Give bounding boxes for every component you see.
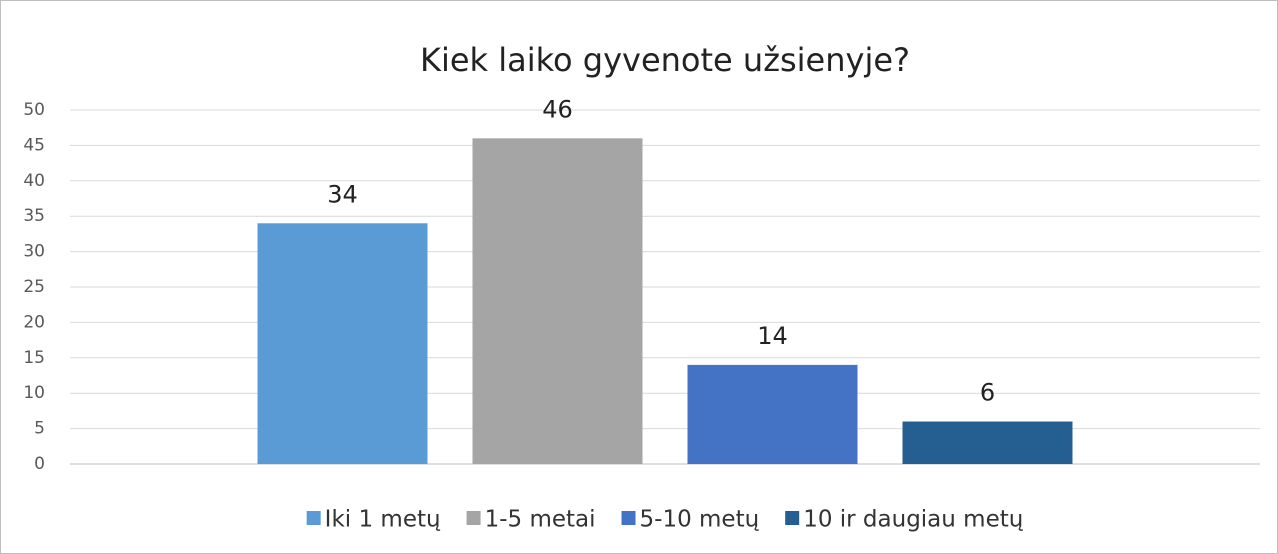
bar <box>472 138 643 464</box>
y-tick-label: 10 <box>23 383 45 403</box>
y-tick-label: 40 <box>23 171 45 191</box>
legend-label: 10 ir daugiau metų <box>803 507 1024 533</box>
y-tick-label: 0 <box>34 454 45 474</box>
bar <box>902 421 1073 464</box>
data-label: 6 <box>980 379 995 407</box>
legend-swatch <box>306 511 321 525</box>
legend-label: Iki 1 metų <box>325 507 441 533</box>
legend-label: 5-10 metų <box>640 507 760 533</box>
data-label: 14 <box>757 322 788 350</box>
legend-swatch <box>785 511 800 525</box>
y-tick-label: 45 <box>23 135 45 155</box>
y-tick-label: 30 <box>23 242 45 262</box>
bar <box>687 364 858 464</box>
y-tick-label: 35 <box>23 206 45 226</box>
y-tick-label: 20 <box>23 312 45 332</box>
y-tick-label: 25 <box>23 277 45 297</box>
y-tick-label: 5 <box>34 419 45 439</box>
legend-swatch <box>466 511 481 525</box>
data-label: 34 <box>327 180 358 208</box>
legend-label: 1-5 metai <box>485 507 596 533</box>
data-label: 46 <box>542 95 573 123</box>
chart-title: Kiek laiko gyvenote užsienyje? <box>420 41 910 79</box>
y-tick-label: 15 <box>23 348 45 368</box>
legend-swatch <box>621 511 636 525</box>
y-tick-label: 50 <box>23 100 45 120</box>
bar <box>257 223 428 464</box>
